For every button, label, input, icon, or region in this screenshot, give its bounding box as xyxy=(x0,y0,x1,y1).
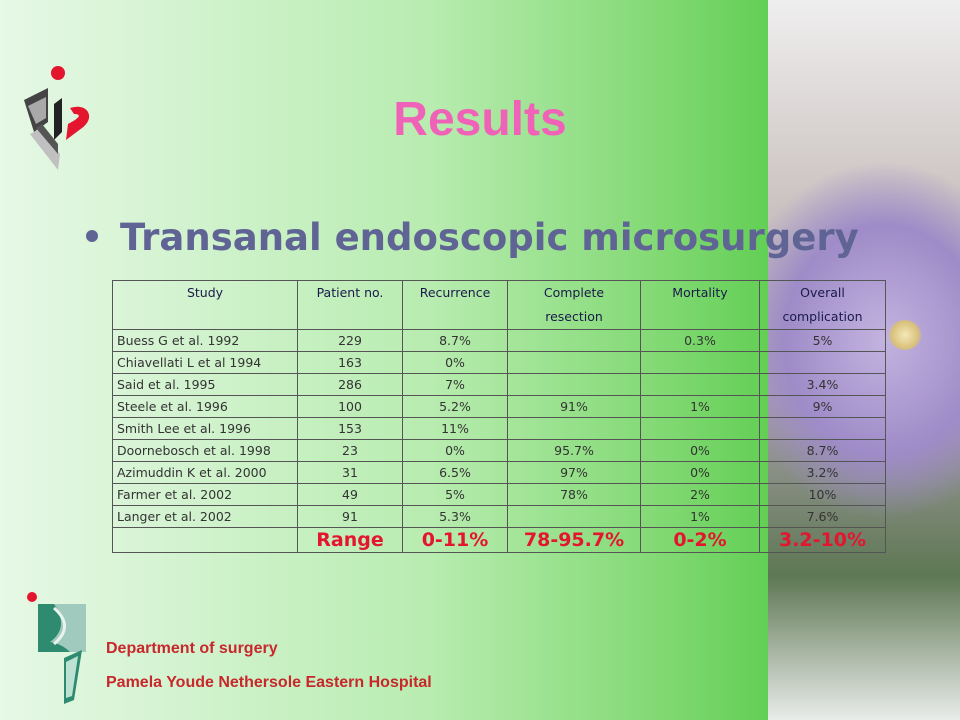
cell-overall-complication xyxy=(759,351,886,374)
cell-complete-resection: 97% xyxy=(507,461,641,484)
cell-mortality: 0% xyxy=(640,461,760,484)
cell-overall-complication: 3.4% xyxy=(759,373,886,396)
cell-patient-no: 49 xyxy=(297,483,403,506)
hospital-logo xyxy=(24,66,90,170)
cell-overall-complication: 9% xyxy=(759,395,886,418)
cell-complete-resection xyxy=(507,417,641,440)
department-logo xyxy=(27,592,86,704)
results-table: Study Patient no. Recurrence Complete res… xyxy=(112,280,886,553)
department-label: Department of surgery xyxy=(106,640,278,657)
cell-mortality xyxy=(640,351,760,374)
table-row: Doornebosch et al. 1998 23 0% 95.7% 0% 8… xyxy=(112,439,886,462)
table-row: Smith Lee et al. 1996 153 11% xyxy=(112,417,886,440)
header-mortality: Mortality xyxy=(640,280,760,330)
cell-mortality xyxy=(640,417,760,440)
cell-mortality: 2% xyxy=(640,483,760,506)
cell-patient-no: 23 xyxy=(297,439,403,462)
cell-study: Steele et al. 1996 xyxy=(112,395,298,418)
cell-mortality: 1% xyxy=(640,395,760,418)
cell-study: Langer et al. 2002 xyxy=(112,505,298,528)
header-overall-complication: Overall complication xyxy=(759,280,886,330)
header-patient-no: Patient no. xyxy=(297,280,403,330)
cell-study: Farmer et al. 2002 xyxy=(112,483,298,506)
cell-complete-resection xyxy=(507,329,641,352)
table-row: Farmer et al. 2002 49 5% 78% 2% 10% xyxy=(112,483,886,506)
cell-overall-complication: 8.7% xyxy=(759,439,886,462)
cell-patient-no: 31 xyxy=(297,461,403,484)
cell-patient-no: 153 xyxy=(297,417,403,440)
table-row: Steele et al. 1996 100 5.2% 91% 1% 9% xyxy=(112,395,886,418)
cell-mortality: 0% xyxy=(640,439,760,462)
cell-patient-no: 286 xyxy=(297,373,403,396)
cell-study: Doornebosch et al. 1998 xyxy=(112,439,298,462)
header-complete-resection: Complete resection xyxy=(507,280,641,330)
table-row: Said et al. 1995 286 7% 3.4% xyxy=(112,373,886,396)
cell-complete-resection: 91% xyxy=(507,395,641,418)
cell-recurrence: 7% xyxy=(402,373,508,396)
cell-range-recurrence: 0-11% xyxy=(402,527,508,553)
cell-recurrence: 5.2% xyxy=(402,395,508,418)
cell-overall-complication: 3.2% xyxy=(759,461,886,484)
cell-recurrence: 0% xyxy=(402,439,508,462)
cell-range-overall-complication: 3.2-10% xyxy=(759,527,886,553)
cell-range-empty xyxy=(112,527,298,553)
cell-study: Said et al. 1995 xyxy=(112,373,298,396)
cell-recurrence: 11% xyxy=(402,417,508,440)
header-recurrence: Recurrence xyxy=(402,280,508,330)
cell-range-complete-resection: 78-95.7% xyxy=(507,527,641,553)
cell-complete-resection: 95.7% xyxy=(507,439,641,462)
table-row: Langer et al. 2002 91 5.3% 1% 7.6% xyxy=(112,505,886,528)
header-study: Study xyxy=(112,280,298,330)
cell-recurrence: 8.7% xyxy=(402,329,508,352)
cell-recurrence: 6.5% xyxy=(402,461,508,484)
hospital-label: Pamela Youde Nethersole Eastern Hospital xyxy=(106,674,432,691)
cell-mortality xyxy=(640,373,760,396)
table-header-row: Study Patient no. Recurrence Complete res… xyxy=(112,280,886,330)
cell-patient-no: 163 xyxy=(297,351,403,374)
bullet-text: Transanal endoscopic microsurgery xyxy=(120,216,859,259)
table-row: Azimuddin K et al. 2000 31 6.5% 97% 0% 3… xyxy=(112,461,886,484)
cell-complete-resection xyxy=(507,505,641,528)
cell-patient-no: 229 xyxy=(297,329,403,352)
cell-overall-complication xyxy=(759,417,886,440)
cell-range-mortality: 0-2% xyxy=(640,527,760,553)
table-row: Buess G et al. 1992 229 8.7% 0.3% 5% xyxy=(112,329,886,352)
cell-mortality: 0.3% xyxy=(640,329,760,352)
cell-study: Buess G et al. 1992 xyxy=(112,329,298,352)
cell-patient-no: 100 xyxy=(297,395,403,418)
cell-recurrence: 5.3% xyxy=(402,505,508,528)
cell-patient-no: 91 xyxy=(297,505,403,528)
cell-study: Smith Lee et al. 1996 xyxy=(112,417,298,440)
range-row: Range 0-11% 78-95.7% 0-2% 3.2-10% xyxy=(112,527,886,553)
cell-overall-complication: 5% xyxy=(759,329,886,352)
bullet-dot-icon xyxy=(86,229,98,242)
cell-recurrence: 0% xyxy=(402,351,508,374)
cell-recurrence: 5% xyxy=(402,483,508,506)
cell-complete-resection xyxy=(507,351,641,374)
bullet-point: Transanal endoscopic microsurgery xyxy=(86,216,859,259)
cell-mortality: 1% xyxy=(640,505,760,528)
cell-complete-resection: 78% xyxy=(507,483,641,506)
cell-overall-complication: 10% xyxy=(759,483,886,506)
cell-range-label: Range xyxy=(297,527,403,553)
slide-title: Results xyxy=(393,93,567,146)
table-row: Chiavellati L et al 1994 163 0% xyxy=(112,351,886,374)
cell-overall-complication: 7.6% xyxy=(759,505,886,528)
cell-study: Chiavellati L et al 1994 xyxy=(112,351,298,374)
cell-complete-resection xyxy=(507,373,641,396)
cell-study: Azimuddin K et al. 2000 xyxy=(112,461,298,484)
